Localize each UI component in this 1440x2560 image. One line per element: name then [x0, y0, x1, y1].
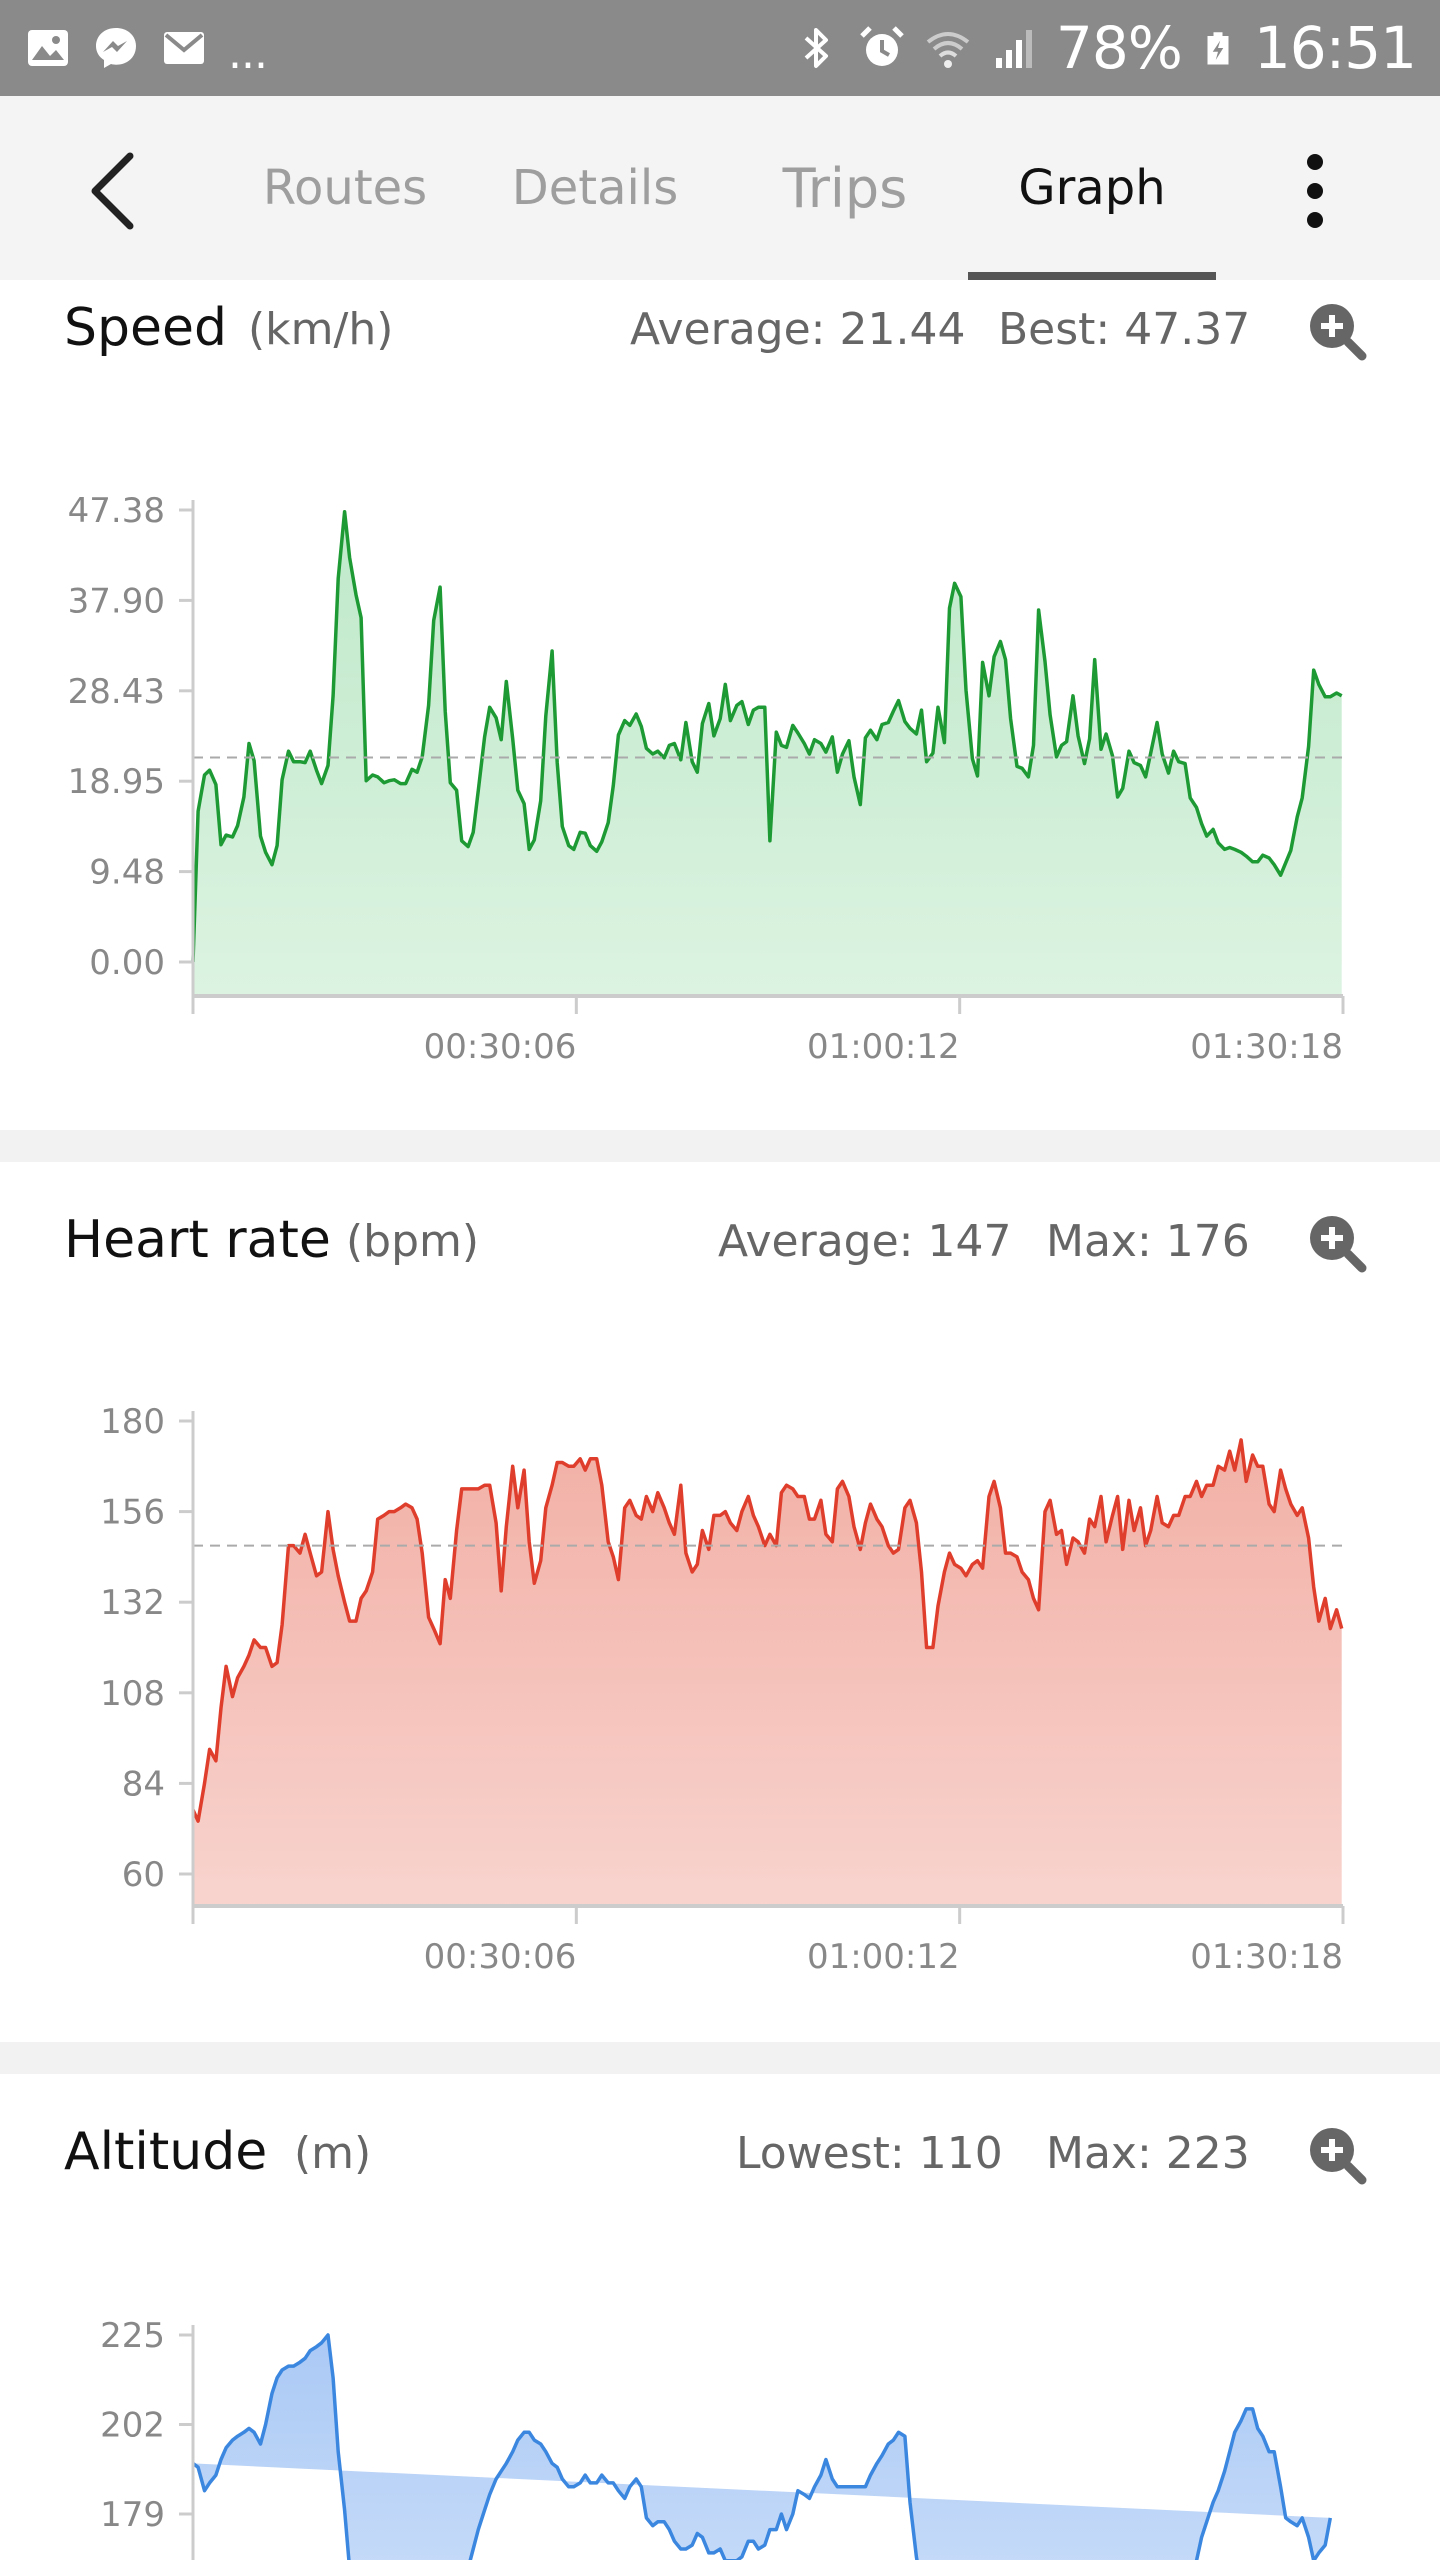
x-tick-label: 01:00:12 — [807, 1027, 960, 1067]
altitude-max: Max: 223 — [1046, 2128, 1250, 2179]
image-icon — [28, 30, 68, 66]
y-tick-label: 47.38 — [68, 491, 165, 531]
clock: 16:51 — [1253, 14, 1417, 82]
y-tick-label: 28.43 — [68, 672, 165, 712]
y-tick-label: 108 — [100, 1674, 165, 1714]
x-tick-label: 01:00:12 — [807, 1937, 960, 1977]
y-tick-label: 156 — [100, 1493, 165, 1533]
x-tick-label: 01:30:18 — [1190, 1937, 1343, 1977]
notification-icons: ... — [24, 0, 268, 96]
alarm-icon — [860, 26, 904, 66]
system-icons: 78% 16:51 — [792, 0, 1417, 96]
battery-charging-icon — [1207, 32, 1229, 65]
series-area — [193, 511, 1342, 994]
heart-rate-chart: 180 156 132 108 84 60 00:30:06 01:00:12 01:30:18 — [100, 1402, 1345, 1977]
tab-routes[interactable]: Routes — [262, 160, 428, 216]
y-tick-label: 179 — [100, 2495, 165, 2535]
tab-details[interactable]: Details — [511, 160, 679, 216]
y-tick-label: 84 — [122, 1764, 165, 1804]
wifi-icon — [926, 32, 970, 68]
series-line — [191, 1438, 1344, 1823]
active-tab-indicator — [968, 272, 1216, 280]
series-line — [191, 2333, 1333, 2560]
mail-icon — [164, 32, 204, 64]
app-header: Routes Details Trips Graph — [0, 96, 1440, 280]
heart-rate-title: Heart rate — [64, 1210, 331, 1270]
altitude-lowest: Lowest: 110 — [736, 2128, 1003, 2179]
speed-best: Best: 47.37 — [998, 304, 1251, 355]
status-bar: ... 78% 16:51 — [0, 0, 1440, 96]
y-tick-label: 9.48 — [89, 853, 165, 893]
more-options-icon[interactable] — [1290, 146, 1340, 236]
y-tick-label: 60 — [122, 1855, 165, 1895]
y-tick-label: 225 — [100, 2316, 165, 2356]
notification-overflow: ... — [228, 27, 268, 79]
y-tick-label: 37.90 — [68, 581, 165, 621]
y-tick-label: 202 — [100, 2406, 165, 2446]
series-area — [193, 2335, 1331, 2560]
altitude-chart: 225 202 179 — [100, 2316, 1333, 2560]
signal-icon — [995, 30, 1032, 68]
y-tick-label: 180 — [100, 1402, 165, 1442]
series-area — [193, 1439, 1342, 1906]
tab-trips[interactable]: Trips — [782, 156, 908, 220]
y-tick-label: 0.00 — [89, 943, 165, 983]
section-divider — [0, 2042, 1440, 2074]
speed-unit: (km/h) — [248, 304, 394, 355]
y-tick-label: 18.95 — [68, 762, 165, 802]
altitude-zoom-icon[interactable] — [1304, 2122, 1368, 2186]
speed-zoom-icon[interactable] — [1304, 298, 1368, 362]
back-arrow-icon[interactable] — [70, 146, 160, 236]
section-divider — [0, 1130, 1440, 1162]
battery-percent: 78% — [1055, 14, 1183, 82]
x-tick-label: 00:30:06 — [424, 1027, 577, 1067]
speed-chart: 47.38 37.90 28.43 18.95 9.48 0.00 00:30:06 01:0… — [68, 491, 1345, 1067]
speed-average: Average: 21.44 — [630, 304, 966, 355]
speed-title: Speed — [64, 298, 228, 358]
messenger-icon — [96, 28, 136, 68]
heart-rate-average: Average: 147 — [718, 1216, 1012, 1267]
x-tick-label: 01:30:18 — [1190, 1027, 1343, 1067]
heart-rate-max: Max: 176 — [1046, 1216, 1250, 1267]
altitude-unit: (m) — [294, 2128, 372, 2179]
altitude-title: Altitude — [64, 2122, 268, 2182]
heart-rate-zoom-icon[interactable] — [1304, 1210, 1368, 1274]
heart-rate-unit: (bpm) — [346, 1216, 480, 1267]
bluetooth-icon — [804, 28, 828, 68]
tab-graph[interactable]: Graph — [1018, 160, 1166, 216]
x-tick-label: 00:30:06 — [424, 1937, 577, 1977]
y-tick-label: 132 — [100, 1583, 165, 1623]
